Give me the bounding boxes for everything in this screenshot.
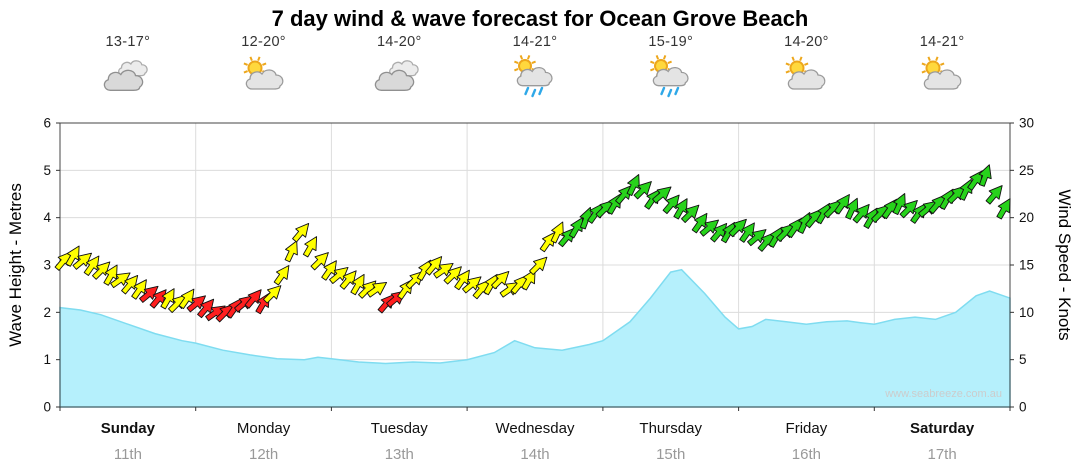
svg-text:10: 10 xyxy=(1019,305,1034,320)
day-name-label: Tuesday xyxy=(371,420,428,437)
svg-text:6: 6 xyxy=(43,116,51,131)
svg-text:5: 5 xyxy=(43,163,51,178)
svg-text:2: 2 xyxy=(43,305,51,320)
temp-range-label: 14-20° xyxy=(376,34,422,50)
day-column-friday: 14-20° xyxy=(741,34,871,105)
svg-text:3: 3 xyxy=(43,258,51,273)
cloud-glyph xyxy=(652,66,689,87)
cloud-glyph xyxy=(516,66,553,87)
svg-text:0: 0 xyxy=(1019,400,1027,415)
svg-text:1: 1 xyxy=(43,352,51,367)
day-name-label: Saturday xyxy=(910,420,975,437)
temp-range-label: 12-20° xyxy=(241,34,286,50)
svg-text:20: 20 xyxy=(1019,210,1034,225)
day-column-monday: 12-20° xyxy=(199,34,329,105)
day-column-thursday: 15-19° xyxy=(606,34,736,105)
day-column-sunday: 13-17° xyxy=(63,34,193,105)
partly-sunny-icon xyxy=(785,56,826,90)
day-date-label: 15th xyxy=(656,446,685,463)
partly-sunny-icon xyxy=(243,56,283,90)
day-date-label: 17th xyxy=(927,446,956,463)
day-date-label: 16th xyxy=(792,446,821,463)
day-name-label: Wednesday xyxy=(496,420,575,437)
temp-range-label: 13-17° xyxy=(105,34,151,50)
cloudy-icon xyxy=(103,60,148,91)
partly-sunny-icon xyxy=(921,56,962,90)
svg-text:5: 5 xyxy=(1019,352,1027,367)
day-name-label: Friday xyxy=(786,420,828,437)
day-column-saturday: 14-21° xyxy=(877,34,1007,105)
axis-ticks xyxy=(56,122,1014,411)
cloudy-icon xyxy=(375,60,420,91)
cloud-glyph xyxy=(245,69,283,90)
svg-text:4: 4 xyxy=(43,210,51,225)
temp-range-label: 14-20° xyxy=(784,34,829,50)
temp-range-label: 14-21° xyxy=(919,34,965,50)
right-tick-labels: 0 5 10 15 20 25 30 xyxy=(1019,116,1034,415)
svg-text:15: 15 xyxy=(1019,258,1034,273)
day-date-label: 12th xyxy=(249,446,278,463)
rain-glyph xyxy=(660,86,679,98)
wind-arrows xyxy=(54,164,1011,323)
day-name-label: Thursday xyxy=(639,420,702,437)
day-name-label: Monday xyxy=(237,420,291,437)
page-title: 7 day wind & wave forecast for Ocean Gro… xyxy=(271,6,809,31)
day-date-label: 14th xyxy=(520,446,549,463)
day-name-label: Sunday xyxy=(101,420,156,437)
day-date-label: 11th xyxy=(114,446,142,463)
cloud-glyph xyxy=(923,69,962,90)
wave-height-area xyxy=(59,268,1011,408)
cloud-glyph xyxy=(788,69,826,90)
cloud-glyph xyxy=(103,69,144,91)
svg-text:30: 30 xyxy=(1019,116,1034,131)
day-column-tuesday: 14-20° xyxy=(334,34,464,105)
right-axis-label: Wind Speed - Knots xyxy=(1055,189,1074,341)
rain-glyph xyxy=(524,86,544,98)
cloud-glyph xyxy=(375,69,415,91)
temp-range-label: 15-19° xyxy=(648,34,694,50)
svg-text:25: 25 xyxy=(1019,163,1034,178)
left-axis-label: Wave Height - Metres xyxy=(6,183,25,347)
left-tick-labels: 0 1 2 3 4 5 6 xyxy=(43,116,51,415)
day-column-wednesday: 14-21° xyxy=(470,34,600,105)
temp-range-label: 14-21° xyxy=(512,34,558,50)
sun-showers-icon xyxy=(649,55,689,98)
day-date-label: 13th xyxy=(385,446,414,463)
watermark: www.seabreeze.com.au xyxy=(884,388,1002,400)
sun-showers-icon xyxy=(514,55,553,98)
svg-text:0: 0 xyxy=(43,400,51,415)
